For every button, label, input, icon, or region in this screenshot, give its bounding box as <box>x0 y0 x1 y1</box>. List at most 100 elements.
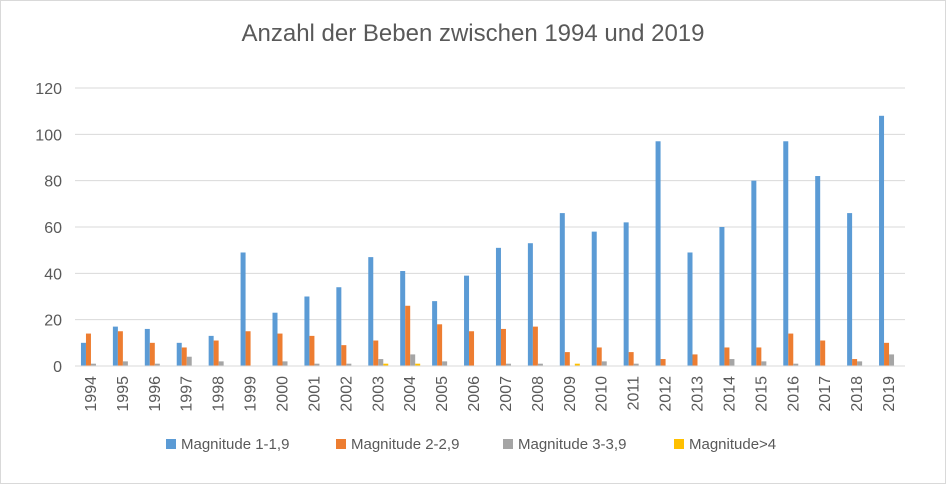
bar <box>847 213 853 366</box>
bar <box>783 141 789 366</box>
bar <box>660 359 666 366</box>
bar <box>655 141 661 366</box>
legend-swatch <box>503 439 513 449</box>
bar <box>857 361 863 366</box>
bar <box>500 328 506 366</box>
bar <box>80 342 86 366</box>
bar <box>464 275 470 366</box>
bar <box>304 296 310 366</box>
bar <box>181 347 187 366</box>
x-tick-label: 2015 <box>753 376 770 412</box>
bar <box>505 363 511 366</box>
bar <box>623 222 629 366</box>
bar <box>346 363 352 366</box>
bar <box>852 359 858 366</box>
x-tick-label: 2006 <box>466 376 483 412</box>
bar <box>410 354 416 366</box>
x-tick-label: 2009 <box>562 376 579 412</box>
bars <box>80 115 895 366</box>
legend-label: Magnitude 1-1,9 <box>181 436 289 453</box>
bar <box>532 326 538 366</box>
x-tick-label: 1997 <box>179 376 196 412</box>
bar <box>282 361 288 366</box>
bar <box>884 342 890 366</box>
x-tick-label: 2010 <box>594 376 611 412</box>
bar <box>240 252 246 366</box>
bar <box>373 340 379 366</box>
y-tick-label: 0 <box>53 359 62 376</box>
bar <box>574 363 580 366</box>
x-tick-label: 1999 <box>243 376 260 412</box>
x-tick-label: 1995 <box>115 376 132 412</box>
bar <box>368 257 374 366</box>
bar <box>633 363 639 366</box>
x-tick-label: 2007 <box>498 376 515 412</box>
bar <box>437 324 443 366</box>
bar <box>879 115 885 366</box>
bar <box>90 363 96 366</box>
legend-item: Magnitude 2-2,9 <box>336 436 459 453</box>
y-tick-label: 100 <box>35 127 62 144</box>
bar <box>761 361 767 366</box>
legend-label: Magnitude>4 <box>689 436 776 453</box>
bar <box>469 331 475 366</box>
bar <box>122 361 128 366</box>
bar <box>383 363 389 366</box>
bar <box>213 340 219 366</box>
bar <box>309 335 315 366</box>
bar <box>729 359 735 366</box>
x-tick-label: 2011 <box>626 376 643 411</box>
bar <box>154 363 160 366</box>
x-tick-label: 1994 <box>83 376 100 412</box>
bar <box>495 247 501 366</box>
y-tick-label: 20 <box>44 313 62 330</box>
bar <box>564 352 570 366</box>
x-tick-label: 2003 <box>370 376 387 412</box>
bar <box>85 333 91 366</box>
x-tick-label: 2012 <box>658 376 675 412</box>
bar <box>149 342 155 366</box>
x-tick-label: 2004 <box>402 376 419 412</box>
bar <box>245 331 251 366</box>
y-axis: 0 20 40 60 80 100 120 <box>35 81 62 376</box>
legend-swatch <box>674 439 684 449</box>
bar <box>218 361 224 366</box>
bar <box>341 345 347 366</box>
bar <box>336 287 342 366</box>
bar <box>527 243 533 366</box>
bar <box>756 347 762 366</box>
y-tick-label: 80 <box>44 174 62 191</box>
x-tick-label: 1998 <box>211 376 228 412</box>
x-tick-label: 2002 <box>338 376 355 412</box>
bar <box>889 354 895 366</box>
x-tick-label: 2019 <box>881 376 898 412</box>
bar <box>272 312 278 366</box>
y-tick-label: 60 <box>44 220 62 237</box>
legend: Magnitude 1-1,9 Magnitude 2-2,9 Magnitude … <box>166 436 776 453</box>
bar <box>277 333 283 366</box>
legend-label: Magnitude 3-3,9 <box>518 436 626 453</box>
bar <box>400 271 406 366</box>
bar <box>537 363 543 366</box>
bar <box>432 301 438 366</box>
bar <box>815 176 821 366</box>
bar <box>591 231 597 366</box>
x-axis: 1994 1995 1996 1997 1998 1999 2000 2001 2002 2003… <box>75 365 905 412</box>
x-tick-label: 2013 <box>690 376 707 412</box>
bar <box>596 347 602 366</box>
bar <box>788 333 794 366</box>
x-tick-label: 2000 <box>275 376 292 412</box>
bar <box>719 227 725 366</box>
bar <box>628 352 634 366</box>
bar <box>751 180 757 366</box>
bar <box>112 326 118 366</box>
bar <box>692 354 698 366</box>
legend-swatch <box>166 439 176 449</box>
x-tick-label: 2008 <box>530 376 547 412</box>
x-tick-label: 2017 <box>817 376 834 412</box>
x-tick-label: 2014 <box>721 376 738 412</box>
legend-item: Magnitude>4 <box>674 436 776 453</box>
x-tick-label: 2018 <box>849 376 866 412</box>
x-tick-label: 2016 <box>785 376 802 412</box>
